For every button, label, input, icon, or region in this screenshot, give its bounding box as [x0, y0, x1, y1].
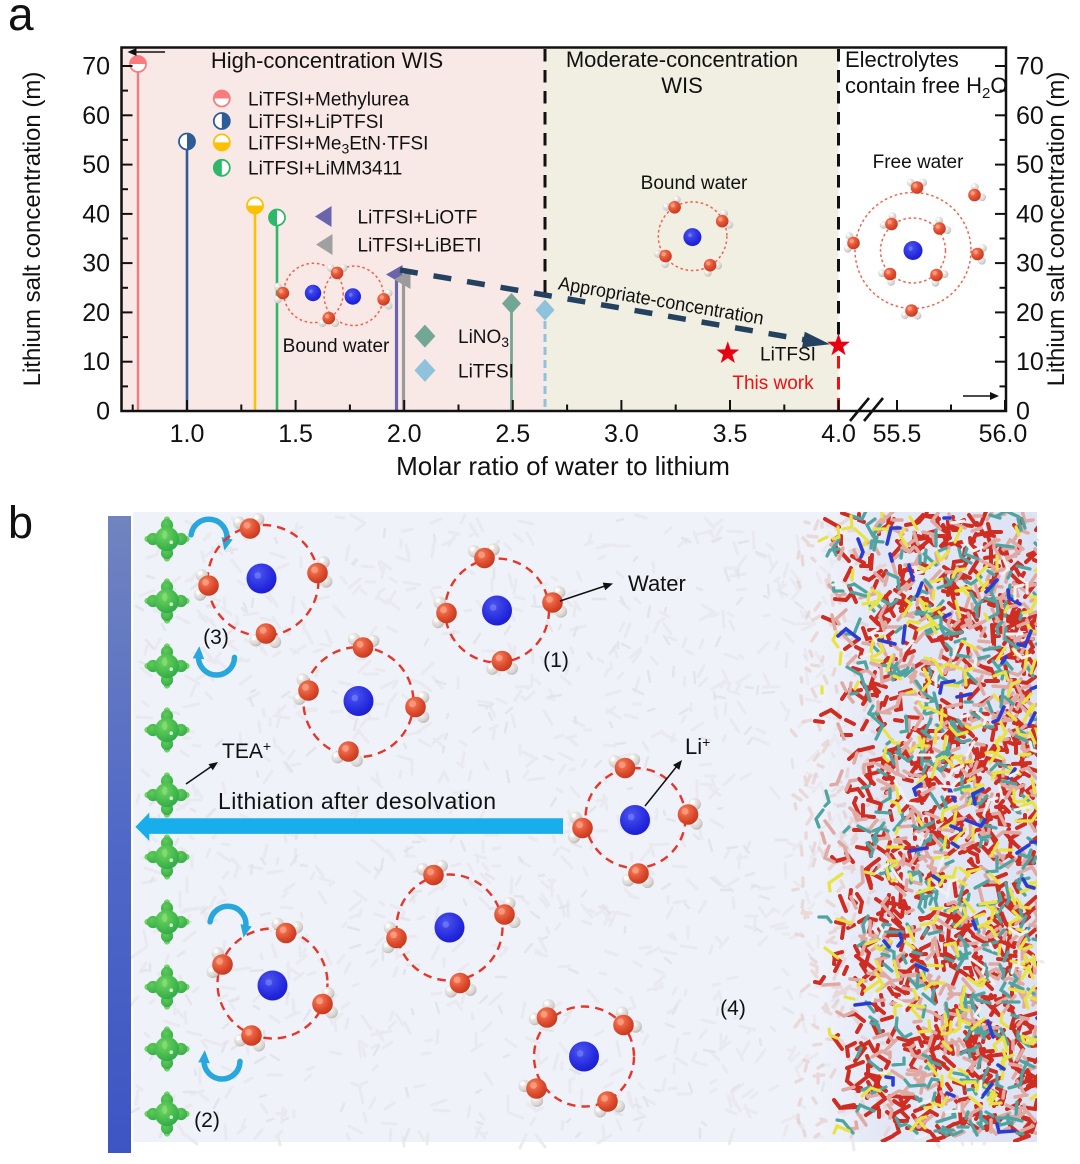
svg-text:70: 70 — [1016, 53, 1044, 81]
svg-text:50: 50 — [1016, 151, 1044, 179]
svg-text:30: 30 — [82, 250, 110, 278]
svg-text:30: 30 — [1016, 250, 1044, 278]
svg-text:40: 40 — [82, 200, 110, 228]
svg-text:0: 0 — [96, 398, 110, 426]
svg-text:LiTFSI+LiOTF: LiTFSI+LiOTF — [358, 208, 478, 229]
svg-text:LiTFSI+LiPTFSI: LiTFSI+LiPTFSI — [248, 112, 384, 133]
svg-text:20: 20 — [82, 299, 110, 327]
svg-text:LiTFSI+Me3EtN·TFSI: LiTFSI+Me3EtN·TFSI — [248, 134, 428, 157]
svg-text:Electrolytes: Electrolytes — [845, 47, 959, 72]
svg-text:LiTFSI: LiTFSI — [458, 362, 514, 383]
svg-text:3.0: 3.0 — [604, 420, 639, 448]
svg-text:60: 60 — [1016, 102, 1044, 130]
svg-text:(2): (2) — [194, 1109, 220, 1132]
svg-text:This work: This work — [732, 373, 814, 394]
svg-text:0: 0 — [1016, 398, 1030, 426]
svg-text:Molar ratio of water to lithiu: Molar ratio of water to lithium — [396, 451, 730, 481]
svg-text:b: b — [8, 497, 33, 548]
svg-text:Free water: Free water — [873, 152, 964, 173]
svg-text:2.0: 2.0 — [387, 420, 422, 448]
svg-text:LiTFSI+LiBETI: LiTFSI+LiBETI — [358, 236, 482, 257]
svg-text:70: 70 — [82, 53, 110, 81]
svg-text:LiNO3: LiNO3 — [458, 327, 509, 350]
svg-text:10: 10 — [1016, 348, 1044, 376]
svg-text:Lithium salt concentration (m): Lithium salt concentration (m) — [1043, 72, 1070, 387]
svg-text:High-concentration WIS: High-concentration WIS — [211, 48, 443, 73]
svg-text:20: 20 — [1016, 299, 1044, 327]
svg-text:2.5: 2.5 — [495, 420, 530, 448]
svg-text:LiTFSI+Methylurea: LiTFSI+Methylurea — [248, 90, 409, 111]
svg-text:40: 40 — [1016, 200, 1044, 228]
svg-text:1.5: 1.5 — [278, 420, 313, 448]
svg-text:56.0: 56.0 — [979, 420, 1028, 448]
svg-text:LiTFSI+LiMM3411: LiTFSI+LiMM3411 — [248, 159, 402, 180]
svg-text:contain free H2O: contain free H2O — [845, 73, 1007, 102]
svg-text:50: 50 — [82, 151, 110, 179]
svg-text:3.5: 3.5 — [713, 420, 748, 448]
svg-text:Water: Water — [628, 571, 686, 596]
svg-text:(3): (3) — [203, 626, 229, 649]
svg-text:1.0: 1.0 — [170, 420, 205, 448]
svg-text:Moderate-concentration: Moderate-concentration — [566, 47, 798, 72]
svg-text:WIS: WIS — [661, 73, 703, 98]
svg-text:4.0: 4.0 — [821, 420, 856, 448]
svg-text:Lithium salt concentration (m): Lithium salt concentration (m) — [19, 72, 46, 387]
svg-text:Bound water: Bound water — [641, 173, 748, 194]
svg-text:(4): (4) — [720, 997, 746, 1020]
svg-text:Bound water: Bound water — [283, 336, 390, 357]
svg-text:10: 10 — [82, 348, 110, 376]
svg-text:Lithiation after desolvation: Lithiation after desolvation — [218, 788, 496, 814]
svg-text:60: 60 — [82, 102, 110, 130]
svg-text:55.5: 55.5 — [873, 420, 922, 448]
svg-text:LiTFSI: LiTFSI — [760, 345, 816, 366]
svg-text:(1): (1) — [543, 649, 569, 672]
svg-text:a: a — [8, 0, 34, 40]
